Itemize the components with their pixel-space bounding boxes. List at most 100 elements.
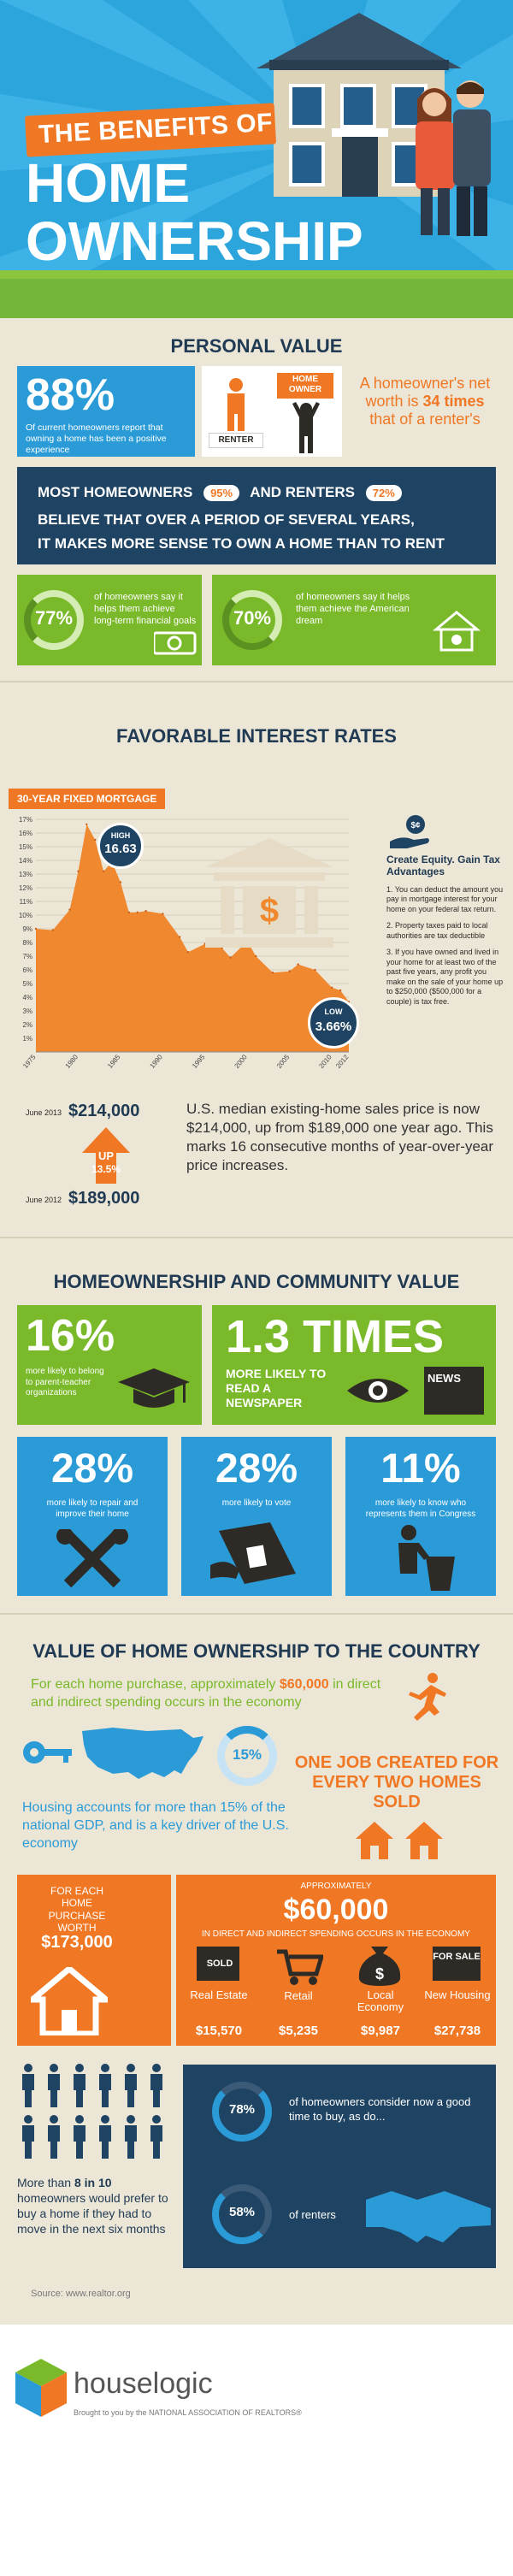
equity-p1: 1. You can deduct the amount you pay in … bbox=[386, 884, 504, 913]
cat-retail-label: Retail bbox=[284, 1989, 313, 2002]
person-icon bbox=[150, 2064, 162, 2107]
stat-repair-card: 28% more likely to repair and improve th… bbox=[17, 1437, 168, 1596]
y-tick-label: 9% bbox=[22, 925, 32, 933]
good-58-ring bbox=[212, 2184, 272, 2244]
tools-icon bbox=[56, 1529, 128, 1588]
low-badge bbox=[308, 997, 359, 1049]
rate-data-point bbox=[178, 936, 181, 938]
money-bag-icon: $ bbox=[358, 1947, 401, 1986]
podium-speaker-icon bbox=[398, 1525, 455, 1591]
y-tick-label: 11% bbox=[20, 898, 32, 906]
approx-value: $60,000 bbox=[283, 1894, 389, 1926]
divider-1 bbox=[0, 681, 513, 682]
stat-70-ring bbox=[222, 590, 282, 650]
price-date-2013: June 2013 bbox=[26, 1108, 62, 1117]
net-worth-highlight: 34 times bbox=[422, 393, 485, 411]
stat-newspaper-text: MORE LIKELY TO READ A NEWSPAPER bbox=[226, 1367, 327, 1409]
owner-figure-icon bbox=[292, 402, 320, 453]
good-78-value: 78% bbox=[228, 2102, 256, 2117]
spending-text-b: in direct and indirect spending occurs i… bbox=[31, 1677, 381, 1710]
stat-newspaper-card: 1.3 TIMES MORE LIKELY TO READ A NEWSPAPE… bbox=[212, 1305, 496, 1425]
people-grid-icon bbox=[22, 2064, 162, 2159]
rate-data-point bbox=[314, 968, 316, 972]
y-tick-label: 16% bbox=[19, 830, 32, 837]
spending-text: For each home purchase, approximately $6… bbox=[31, 1676, 398, 1712]
y-tick-label: 6% bbox=[22, 966, 32, 974]
rate-data-point bbox=[102, 870, 105, 872]
gdp-text: Housing accounts for more than 15% of th… bbox=[22, 1800, 289, 1851]
high-value: 16.63 bbox=[104, 842, 137, 856]
good-58-text: of renters bbox=[289, 2208, 336, 2221]
person-icon bbox=[74, 2115, 86, 2159]
svg-text:$: $ bbox=[260, 892, 279, 930]
cat-real-estate-value: $15,570 bbox=[195, 2024, 243, 2038]
footer-brand[interactable]: houselogic bbox=[74, 2367, 213, 2400]
y-tick-label: 12% bbox=[19, 884, 32, 892]
eye-icon bbox=[347, 1379, 409, 1403]
ballot-hand-icon bbox=[210, 1522, 296, 1584]
newspaper-icon bbox=[424, 1367, 484, 1415]
rate-data-point bbox=[68, 908, 71, 911]
sense-to-own-banner: MOST HOMEOWNERS 95% AND RENTERS 72% BELI… bbox=[17, 467, 496, 564]
key-icon bbox=[23, 1741, 72, 1764]
x-tick-label: 2000 bbox=[233, 1053, 249, 1070]
graduation-cap-icon bbox=[118, 1368, 190, 1408]
y-tick-label: 13% bbox=[19, 871, 32, 878]
high-label: HIGH bbox=[110, 831, 131, 840]
rate-data-point bbox=[288, 970, 291, 972]
y-tick-label: 10% bbox=[19, 912, 32, 919]
up-label: UP bbox=[97, 1149, 115, 1162]
rate-data-point bbox=[136, 911, 139, 913]
banner-line-2: BELIEVE THAT OVER A PERIOD OF SEVERAL YE… bbox=[38, 511, 415, 528]
stat-vote-card: 28% more likely to vote bbox=[181, 1437, 332, 1596]
prefer-buy-text-b: homeowners would prefer to buy a home if… bbox=[17, 2190, 168, 2236]
stat-77-card: 77% of homeowners say it helps them achi… bbox=[17, 575, 202, 665]
net-worth-text-a: A homeowner's net worth is bbox=[359, 375, 491, 411]
running-man-icon bbox=[409, 1673, 446, 1721]
person-icon bbox=[125, 2115, 137, 2159]
stat-77-text: of homeowners say it helps them achieve … bbox=[94, 592, 197, 626]
good-time-card: 78% of homeowners consider now a good ti… bbox=[183, 2065, 496, 2268]
rate-data-point bbox=[271, 972, 274, 974]
sold-sign-icon bbox=[197, 1947, 239, 1981]
jobs-text: ONE JOB CREATED FOR EVERY TWO HOMES SOLD bbox=[294, 1753, 499, 1811]
y-tick-label: 8% bbox=[22, 939, 32, 947]
stat-77-value: 77% bbox=[34, 607, 74, 629]
y-tick-label: 1% bbox=[22, 1035, 32, 1043]
mortgage-rate-chart: 1% 2% 3% 4% 5% 6% 7% 8% 9% 10% 11% 12% 13% 14% 15% 16% 1… bbox=[19, 816, 351, 1070]
good-58-value: 58% bbox=[228, 2205, 256, 2219]
y-tick-label: 7% bbox=[22, 953, 32, 960]
purchase-worth-card: FOR EACH HOME PURCHASE WORTH $173,000 bbox=[17, 1875, 171, 2046]
rate-data-point bbox=[186, 951, 190, 954]
good-78-ring bbox=[212, 2082, 272, 2142]
rate-data-point bbox=[254, 954, 257, 958]
stat-88-card: 88% Of current homeowners report that ow… bbox=[17, 366, 195, 457]
price-value-2012: $189,000 bbox=[68, 1189, 140, 1208]
spending-text-a: For each home purchase, approximately bbox=[31, 1677, 276, 1692]
y-tick-label: 4% bbox=[22, 994, 32, 1001]
house-illustration bbox=[256, 13, 462, 197]
prefer-buy-highlight: 8 in 10 bbox=[74, 2176, 112, 2189]
x-tick-label: 1980 bbox=[64, 1053, 80, 1070]
person-icon bbox=[150, 2115, 162, 2159]
money-icon bbox=[154, 631, 197, 655]
divider-2 bbox=[0, 1237, 513, 1238]
banner-line-1: MOST HOMEOWNERS 95% AND RENTERS 72% bbox=[38, 484, 402, 501]
person-icon bbox=[125, 2064, 137, 2107]
stat-16-card: 16% more likely to belong to parent-teac… bbox=[17, 1305, 202, 1425]
y-tick-label: 5% bbox=[22, 980, 32, 988]
person-icon bbox=[74, 2064, 86, 2107]
prefer-buy-text: More than 8 in 10 homeowners would prefe… bbox=[17, 2176, 171, 2237]
spending-breakdown-card: APPROXIMATELY $60,000 IN DIRECT AND INDI… bbox=[176, 1875, 496, 2046]
person-icon bbox=[22, 2064, 34, 2107]
footer-tagline: Brought to you by the NATIONAL ASSOCIATI… bbox=[74, 2408, 302, 2417]
stat-16-value: 16% bbox=[26, 1311, 115, 1361]
up-pct: 13.5% bbox=[91, 1163, 121, 1175]
banner-pct-renters: 72% bbox=[365, 485, 402, 501]
good-78-text: of homeowners consider now a good time t… bbox=[289, 2095, 471, 2123]
footer: houselogic Brought to you by the NATIONA… bbox=[0, 2325, 513, 2576]
banner-line-1a: MOST HOMEOWNERS bbox=[38, 484, 193, 500]
rate-data-point bbox=[144, 910, 147, 913]
rate-data-point bbox=[339, 989, 342, 992]
renter-label-box bbox=[209, 433, 263, 448]
